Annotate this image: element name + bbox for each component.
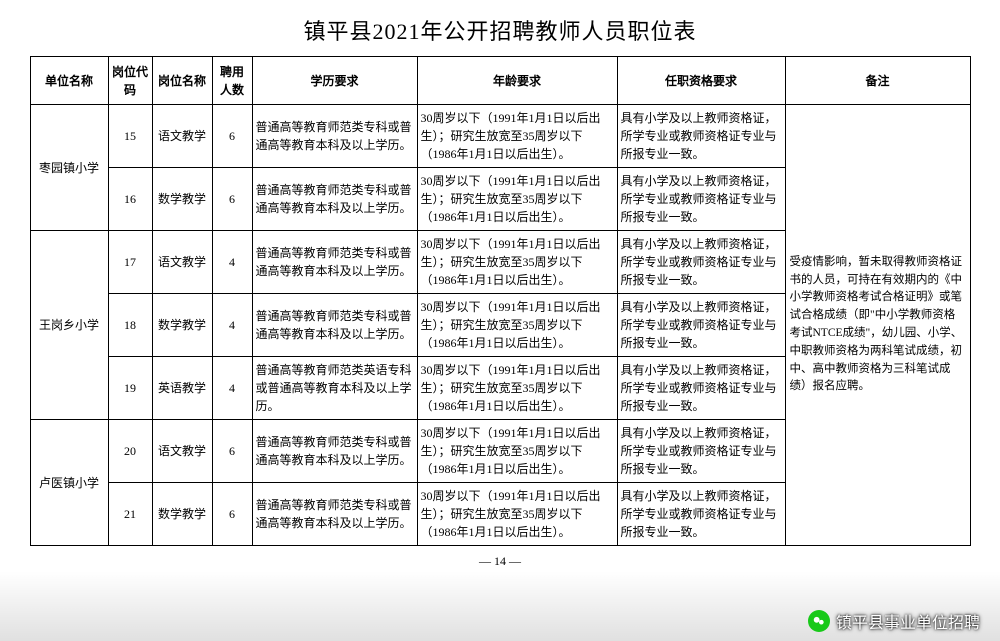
cell-position: 数学教学 — [152, 483, 212, 546]
cell-unit: 王岗乡小学 — [30, 231, 108, 420]
cell-qualification: 具有小学及以上教师资格证，所学专业或教师资格证专业与所报专业一致。 — [617, 294, 785, 357]
header-education: 学历要求 — [252, 57, 417, 105]
cell-qualification: 具有小学及以上教师资格证，所学专业或教师资格证专业与所报专业一致。 — [617, 168, 785, 231]
cell-education: 普通高等教育师范类专科或普通高等教育本科及以上学历。 — [252, 168, 417, 231]
positions-table: 单位名称 岗位代码 岗位名称 聘用人数 学历要求 年龄要求 任职资格要求 备注 … — [30, 56, 971, 546]
cell-count: 6 — [212, 168, 252, 231]
header-age: 年龄要求 — [417, 57, 617, 105]
cell-qualification: 具有小学及以上教师资格证，所学专业或教师资格证专业与所报专业一致。 — [617, 483, 785, 546]
cell-age: 30周岁以下（1991年1月1日以后出生）；研究生放宽至35周岁以下（1986年… — [417, 483, 617, 546]
header-code: 岗位代码 — [108, 57, 152, 105]
cell-unit: 枣园镇小学 — [30, 105, 108, 231]
cell-count: 4 — [212, 231, 252, 294]
cell-position: 语文教学 — [152, 420, 212, 483]
watermark: 镇平县事业单位招聘 — [808, 609, 980, 633]
cell-qualification: 具有小学及以上教师资格证，所学专业或教师资格证专业与所报专业一致。 — [617, 420, 785, 483]
page-title: 镇平县2021年公开招聘教师人员职位表 — [0, 0, 1000, 56]
cell-code: 20 — [108, 420, 152, 483]
header-count: 聘用人数 — [212, 57, 252, 105]
cell-count: 4 — [212, 294, 252, 357]
cell-position: 语文教学 — [152, 105, 212, 168]
cell-age: 30周岁以下（1991年1月1日以后出生）；研究生放宽至35周岁以下（1986年… — [417, 168, 617, 231]
cell-age: 30周岁以下（1991年1月1日以后出生）；研究生放宽至35周岁以下（1986年… — [417, 420, 617, 483]
cell-position: 语文教学 — [152, 231, 212, 294]
cell-unit: 卢医镇小学 — [30, 420, 108, 546]
cell-education: 普通高等教育师范类专科或普通高等教育本科及以上学历。 — [252, 231, 417, 294]
cell-qualification: 具有小学及以上教师资格证，所学专业或教师资格证专业与所报专业一致。 — [617, 105, 785, 168]
cell-position: 英语教学 — [152, 357, 212, 420]
page-number: — 14 — — [0, 554, 1000, 569]
cell-age: 30周岁以下（1991年1月1日以后出生）；研究生放宽至35周岁以下（1986年… — [417, 357, 617, 420]
cell-position: 数学教学 — [152, 294, 212, 357]
wechat-icon — [808, 610, 830, 632]
header-unit: 单位名称 — [30, 57, 108, 105]
cell-code: 17 — [108, 231, 152, 294]
table-header-row: 单位名称 岗位代码 岗位名称 聘用人数 学历要求 年龄要求 任职资格要求 备注 — [30, 57, 970, 105]
cell-education: 普通高等教育师范类专科或普通高等教育本科及以上学历。 — [252, 420, 417, 483]
cell-code: 19 — [108, 357, 152, 420]
cell-position: 数学教学 — [152, 168, 212, 231]
header-position: 岗位名称 — [152, 57, 212, 105]
cell-count: 6 — [212, 483, 252, 546]
table-body: 枣园镇小学15语文教学6普通高等教育师范类专科或普通高等教育本科及以上学历。30… — [30, 105, 970, 546]
cell-code: 15 — [108, 105, 152, 168]
cell-qualification: 具有小学及以上教师资格证，所学专业或教师资格证专业与所报专业一致。 — [617, 357, 785, 420]
cell-count: 6 — [212, 105, 252, 168]
cell-age: 30周岁以下（1991年1月1日以后出生）；研究生放宽至35周岁以下（1986年… — [417, 105, 617, 168]
cell-code: 18 — [108, 294, 152, 357]
cell-education: 普通高等教育师范类专科或普通高等教育本科及以上学历。 — [252, 483, 417, 546]
cell-code: 21 — [108, 483, 152, 546]
cell-age: 30周岁以下（1991年1月1日以后出生）；研究生放宽至35周岁以下（1986年… — [417, 294, 617, 357]
cell-count: 6 — [212, 420, 252, 483]
table-row: 枣园镇小学15语文教学6普通高等教育师范类专科或普通高等教育本科及以上学历。30… — [30, 105, 970, 168]
header-qualification: 任职资格要求 — [617, 57, 785, 105]
cell-education: 普通高等教育师范类专科或普通高等教育本科及以上学历。 — [252, 105, 417, 168]
cell-education: 普通高等教育师范类英语专科或普通高等教育本科及以上学历。 — [252, 357, 417, 420]
cell-count: 4 — [212, 357, 252, 420]
watermark-text: 镇平县事业单位招聘 — [836, 609, 980, 633]
cell-education: 普通高等教育师范类专科或普通高等教育本科及以上学历。 — [252, 294, 417, 357]
cell-qualification: 具有小学及以上教师资格证，所学专业或教师资格证专业与所报专业一致。 — [617, 231, 785, 294]
cell-age: 30周岁以下（1991年1月1日以后出生）；研究生放宽至35周岁以下（1986年… — [417, 231, 617, 294]
cell-code: 16 — [108, 168, 152, 231]
cell-remark: 受疫情影响，暂未取得教师资格证书的人员，可持在有效期内的《中小学教师资格考试合格… — [785, 105, 970, 546]
header-remark: 备注 — [785, 57, 970, 105]
